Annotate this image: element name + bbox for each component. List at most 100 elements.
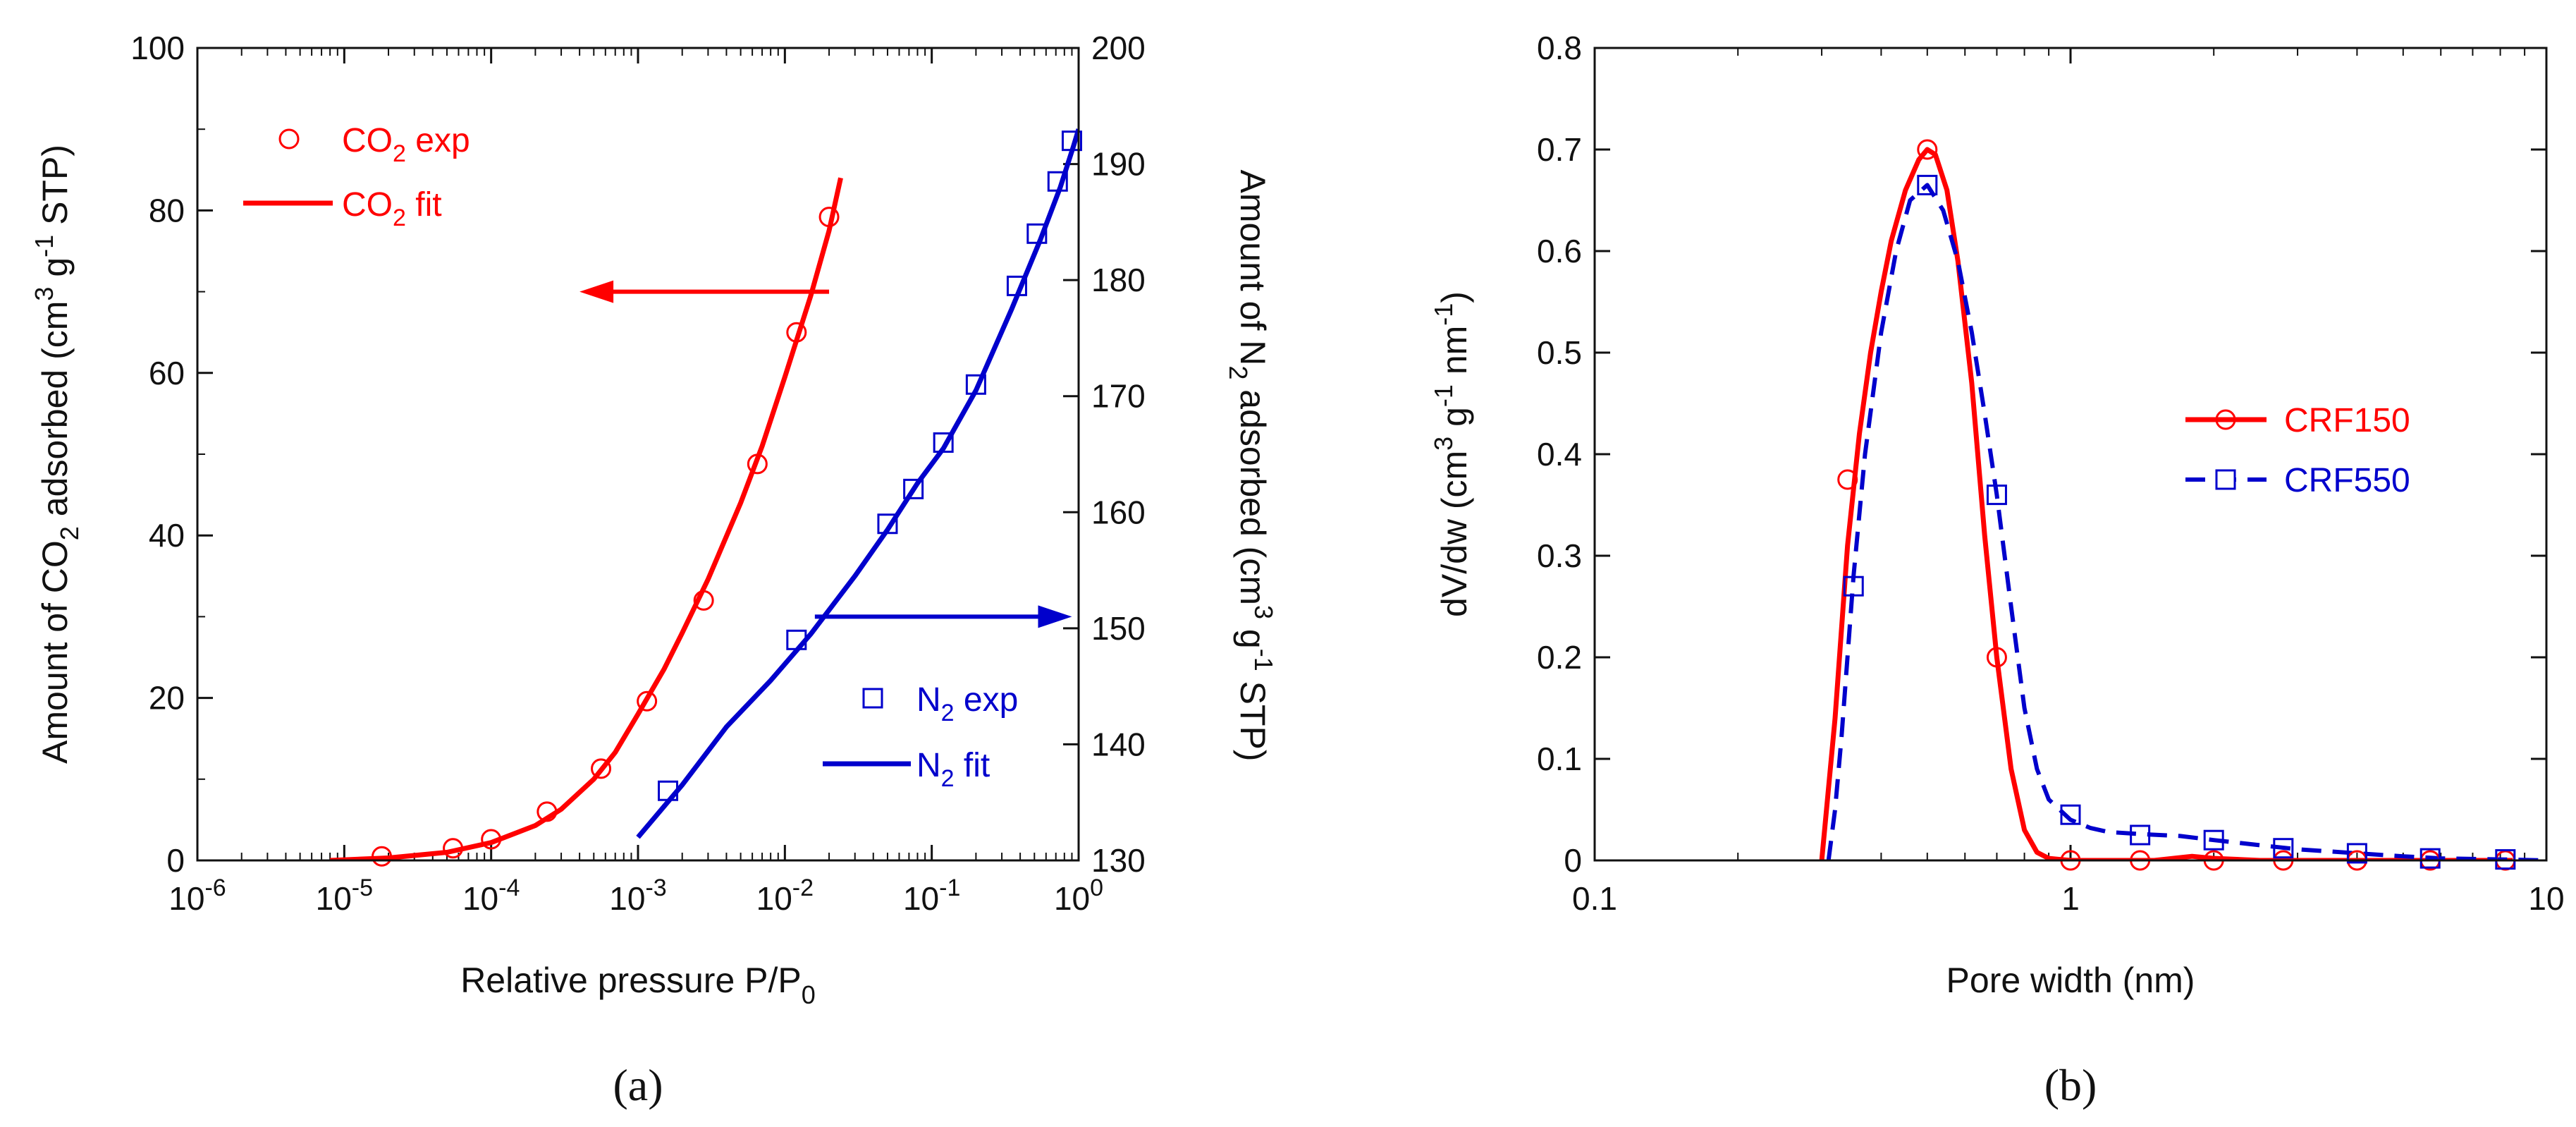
chart-a-right-y-tick-label: 130 [1091, 842, 1146, 879]
chart-a-left-y-tick-label: 80 [149, 192, 185, 229]
chart-a-point-n2 [786, 629, 807, 650]
chart-a-x-tick-label: 10-4 [462, 875, 520, 917]
chart-a-right-y-tick-label: 160 [1091, 494, 1146, 530]
legend-co2-fit-label: CO2 fit [342, 186, 442, 231]
chart-a-left-y-tick-label: 20 [149, 680, 185, 717]
chart-a-right-y-tick-label: 180 [1091, 262, 1146, 298]
legend-crf550-label: CRF550 [2284, 462, 2410, 499]
chart-a-point-co2 [591, 758, 612, 779]
legend-n2-exp-marker [862, 688, 883, 709]
chart-a-point-n2 [1061, 130, 1082, 152]
legend-co2-exp-label: CO2 exp [342, 122, 470, 167]
chart-a-left-y-tick-label: 60 [149, 355, 185, 391]
chart-a-series-line-1 [329, 177, 843, 860]
chart-b-y-tick-label: 0.1 [1537, 741, 1582, 777]
chart-a-point-co2 [786, 322, 807, 343]
chart-b-point-CRF150 [1986, 647, 2007, 668]
chart-b-point-CRF150 [1837, 469, 1858, 490]
chart-b-curves [1819, 147, 2546, 860]
chart-b-point-CRF550 [2273, 838, 2294, 859]
chart-a-point-n2 [658, 780, 679, 801]
chart-a-point-n2 [1047, 171, 1068, 192]
chart-a-point-co2 [747, 453, 768, 475]
chart-a-point-n2 [1026, 223, 1048, 244]
chart-a-x-tick-label: 10-6 [168, 875, 226, 917]
chart-b-y-tick-label: 0 [1564, 842, 1582, 879]
chart-b-x-tick-label: 1 [2061, 880, 2080, 917]
chart-a-point-co2 [818, 207, 840, 228]
chart-a-right-y-tick-label: 200 [1091, 30, 1146, 66]
chart-a-point-co2 [372, 846, 393, 867]
chart-b-point-CRF550 [2419, 848, 2441, 869]
chart-a-point-n2 [903, 478, 924, 499]
chart-a-x-tick-label: 100 [1054, 875, 1103, 917]
chart-a-legend-co2: CO2 exp CO2 fit [243, 122, 470, 231]
chart-b-frame [1593, 47, 2548, 862]
chart-a-point-co2 [637, 690, 658, 712]
chart-b-point-CRF550 [2130, 824, 2151, 846]
chart-a-ticks: 10-6 10-5 10-4 10-3 10-2 10-1 1000204060801001… [130, 30, 1146, 917]
chart-b-point-CRF550 [2203, 829, 2224, 851]
legend-n2-exp-label: N2 exp [916, 681, 1018, 726]
chart-b-y-tick-label: 0.3 [1537, 537, 1582, 574]
chart-a-x-tick-label: 10-3 [609, 875, 666, 917]
chart-a-markers [372, 130, 1082, 867]
chart-b-x-axis-label: Pore width (nm) [1946, 961, 2195, 1000]
chart-a-left-y-tick-label: 100 [130, 30, 185, 66]
panel-a-label: (a) [613, 1060, 663, 1110]
chart-b-y-axis-label: dV/dw (cm3 g-1 nm-1) [1429, 291, 1474, 617]
chart-a-arrow-head-0 [579, 280, 614, 303]
chart-b-markers [1837, 139, 2516, 871]
chart-b-y-tick-label: 0.6 [1537, 233, 1582, 269]
chart-a-point-co2 [443, 838, 464, 859]
chart-a-series-line-3 [636, 128, 1079, 839]
chart-b-y-tick-label: 0.5 [1537, 334, 1582, 371]
chart-b-series-line-CRF150 [1819, 147, 2513, 860]
chart-b-point-CRF550 [1917, 174, 1938, 195]
chart-a-left-y-tick-label: 0 [166, 842, 185, 879]
chart-b-point-CRF550 [2060, 804, 2081, 825]
chart-a-point-co2 [693, 590, 714, 611]
chart-a-x-axis-label: Relative pressure P/P0 [460, 961, 816, 1009]
chart-a-arrows [579, 280, 1072, 628]
chart-a-point-co2 [536, 801, 558, 822]
chart-a-right-y-tick-label: 150 [1091, 610, 1146, 647]
chart-panel-a: 10-6 10-5 10-4 10-3 10-2 10-1 1000204060801001… [30, 30, 1278, 1110]
chart-a-right-y-tick-label: 170 [1091, 378, 1146, 415]
chart-b-point-CRF550 [2346, 843, 2367, 864]
chart-a-left-y-axis-label: Amount of CO2 adsorbed (cm3 g-1 STP) [30, 145, 84, 764]
legend-crf150-label: CRF150 [2284, 402, 2410, 439]
chart-b-point-CRF550 [1843, 575, 1864, 597]
chart-b-y-tick-label: 0.4 [1537, 436, 1582, 473]
chart-a-x-tick-label: 10-2 [756, 875, 814, 917]
chart-a-point-n2 [933, 432, 954, 453]
chart-b-legend: CRF150 CRF550 [2185, 402, 2410, 499]
chart-b-x-tick-label: 10 [2528, 880, 2564, 917]
legend-n2-fit-label: N2 fit [916, 747, 990, 792]
chart-a-arrow-head-1 [1038, 605, 1072, 628]
legend-co2-exp-marker [278, 128, 300, 150]
chart-a-point-n2 [877, 513, 898, 535]
chart-a-frame [196, 47, 1080, 862]
chart-a-x-tick-label: 10-5 [316, 875, 373, 917]
chart-b-y-tick-label: 0.2 [1537, 639, 1582, 676]
chart-a-legend-n2: N2 exp N2 fit [823, 681, 1018, 792]
chart-a-point-n2 [1006, 275, 1027, 296]
chart-a-left-y-tick-label: 40 [149, 517, 185, 554]
chart-a-x-tick-label: 10-1 [903, 875, 960, 917]
chart-b-series-line-CRF550 [1826, 183, 2546, 860]
chart-a-point-co2 [481, 829, 502, 850]
chart-b-y-tick-label: 0.8 [1537, 30, 1582, 66]
chart-b-y-tick-label: 0.7 [1537, 131, 1582, 168]
chart-a-right-y-tick-label: 190 [1091, 146, 1146, 183]
chart-a-right-y-axis-label: Amount of N2 adsorbed (cm3 g-1 STP) [1224, 169, 1278, 761]
chart-b-x-tick-label: 0.1 [1572, 880, 1617, 917]
legend-crf150-marker [2215, 409, 2236, 430]
chart-b-point-CRF550 [1986, 485, 2007, 506]
chart-b-point-CRF150 [1917, 139, 1938, 160]
chart-a-point-n2 [965, 374, 986, 395]
legend-crf550-marker [2215, 469, 2236, 490]
